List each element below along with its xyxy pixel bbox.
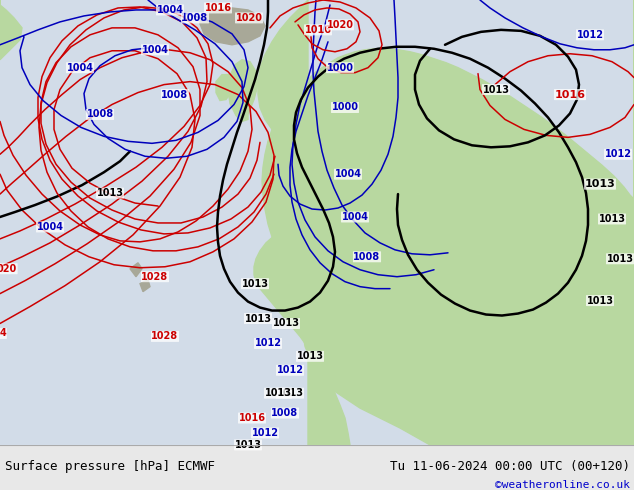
- Polygon shape: [228, 60, 258, 122]
- Text: 1013: 1013: [482, 85, 510, 95]
- Text: 1012: 1012: [252, 428, 278, 438]
- Polygon shape: [254, 0, 350, 445]
- Text: 4: 4: [0, 328, 6, 339]
- Text: 1013: 1013: [235, 440, 261, 450]
- Text: 1016: 1016: [205, 3, 231, 13]
- Text: 1013: 1013: [96, 188, 124, 198]
- Polygon shape: [0, 0, 22, 60]
- Text: 1008: 1008: [181, 13, 209, 23]
- Polygon shape: [216, 74, 234, 100]
- Text: 1016: 1016: [555, 90, 586, 99]
- Text: 1013: 1013: [264, 388, 292, 398]
- Text: 1016: 1016: [304, 25, 332, 35]
- Polygon shape: [130, 263, 142, 277]
- Text: 1013: 1013: [598, 214, 626, 224]
- Text: ©weatheronline.co.uk: ©weatheronline.co.uk: [495, 480, 630, 490]
- Text: 1004: 1004: [37, 222, 63, 232]
- Text: 1004: 1004: [67, 63, 93, 73]
- Text: 1004: 1004: [157, 5, 183, 15]
- Text: 1020: 1020: [235, 13, 262, 23]
- Text: 1012: 1012: [604, 149, 631, 159]
- Text: 1016: 1016: [238, 413, 266, 423]
- Text: 020: 020: [0, 264, 17, 274]
- Text: 1000: 1000: [332, 102, 358, 113]
- Polygon shape: [200, 8, 265, 45]
- Text: 1013: 1013: [245, 314, 271, 323]
- Text: Tu 11-06-2024 00:00 UTC (00+120): Tu 11-06-2024 00:00 UTC (00+120): [390, 460, 630, 473]
- Text: 1013: 1013: [242, 279, 269, 289]
- Text: 1013: 1013: [586, 295, 614, 306]
- Text: 1012: 1012: [254, 339, 281, 348]
- Polygon shape: [262, 0, 634, 445]
- Text: 1028: 1028: [152, 331, 179, 342]
- Polygon shape: [140, 280, 150, 292]
- Text: 1013: 1013: [297, 351, 323, 361]
- Text: 1008: 1008: [271, 408, 299, 418]
- Text: 1028: 1028: [141, 272, 169, 282]
- Text: 1008: 1008: [353, 252, 380, 262]
- Text: 1004: 1004: [335, 169, 361, 179]
- Text: 1004: 1004: [141, 45, 169, 55]
- Text: 1020: 1020: [327, 20, 354, 30]
- Text: 1000: 1000: [327, 63, 354, 73]
- Text: 1012: 1012: [576, 30, 604, 40]
- Text: 1013: 1013: [607, 254, 633, 264]
- Text: Surface pressure [hPa] ECMWF: Surface pressure [hPa] ECMWF: [5, 460, 215, 473]
- Text: 1008: 1008: [86, 109, 113, 120]
- Text: 1013: 1013: [585, 179, 616, 189]
- Text: 1008: 1008: [162, 90, 188, 99]
- Text: 1013: 1013: [276, 388, 304, 398]
- Text: 1013: 1013: [273, 318, 299, 328]
- Text: 1004: 1004: [342, 212, 368, 222]
- Text: 1012: 1012: [276, 365, 304, 375]
